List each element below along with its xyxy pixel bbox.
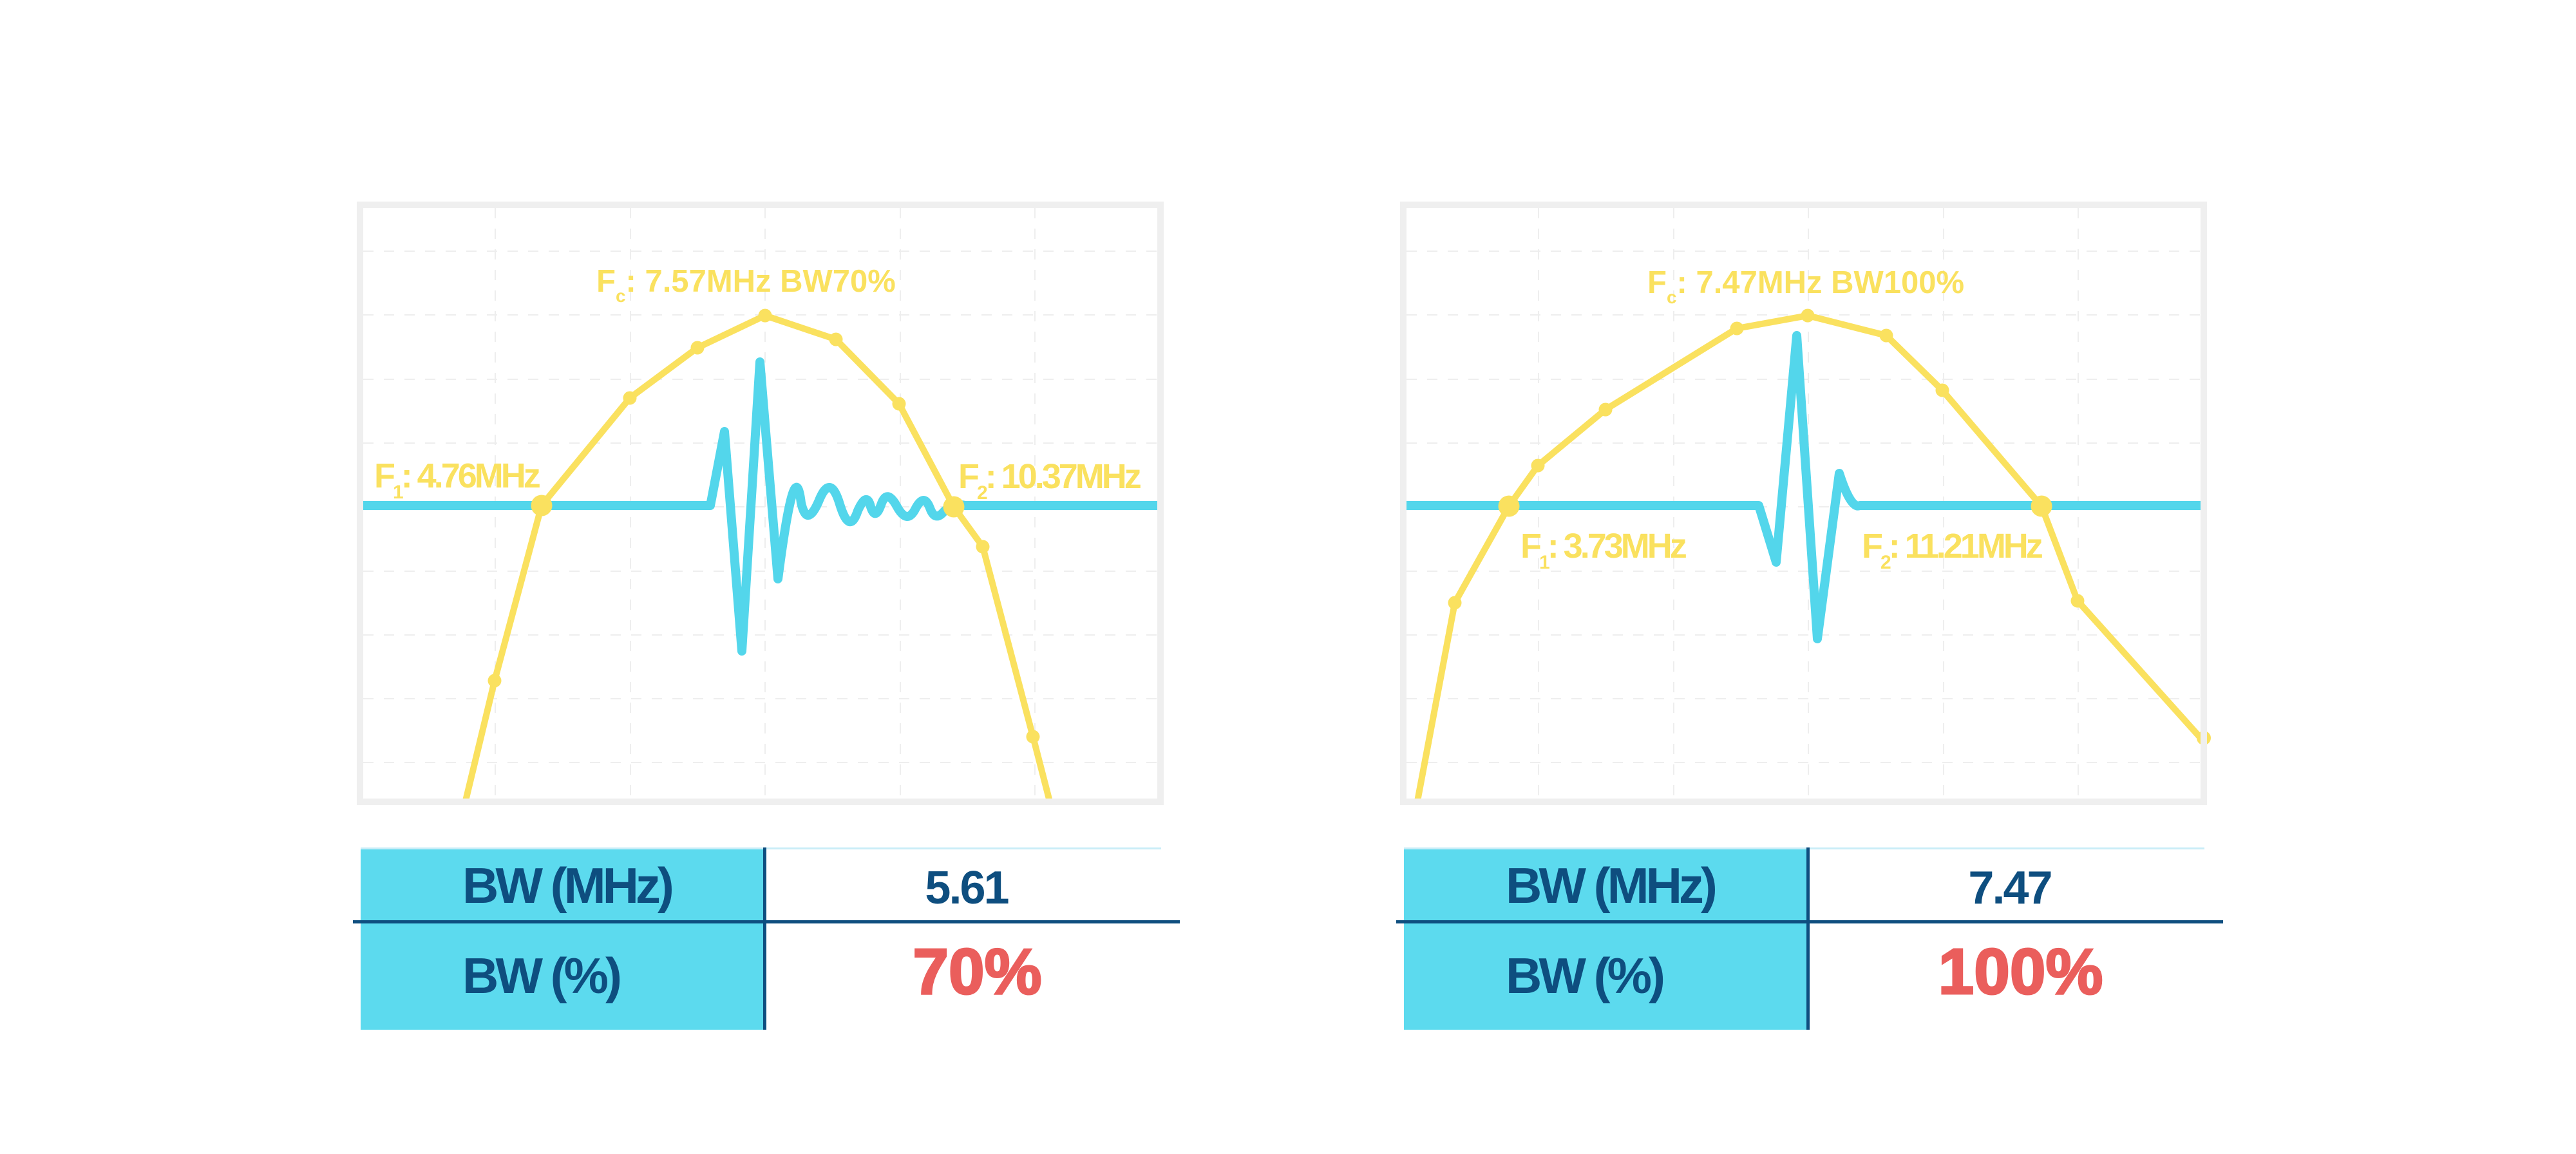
svg-text:F1: 4.76MHz: F1: 4.76MHz [374,457,540,503]
svg-text:F1: 3.73MHz: F1: 3.73MHz [1520,527,1687,573]
svg-text:F2: 10.37MHz: F2: 10.37MHz [958,457,1141,504]
svg-text:Fc: 7.47MHz BW100%: Fc: 7.47MHz BW100% [1647,265,1964,307]
svg-text:F2: 11.21MHz: F2: 11.21MHz [1862,527,2043,573]
svg-text:Fc: 7.57MHz BW70%: Fc: 7.57MHz BW70% [596,264,896,306]
